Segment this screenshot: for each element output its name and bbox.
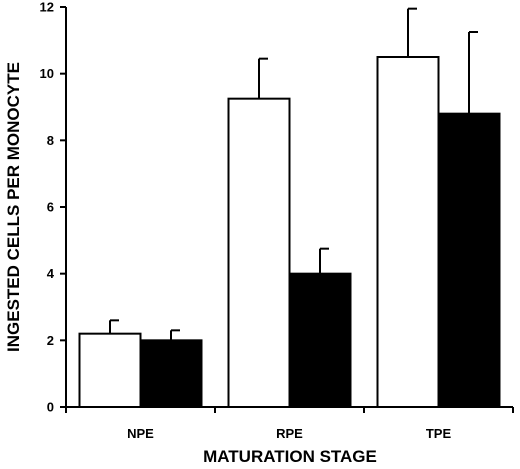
category-label-rpe: RPE <box>276 426 303 441</box>
bar-tpe-white <box>376 56 440 408</box>
category-label-tpe: TPE <box>426 426 452 441</box>
y-tick-label: 0 <box>47 400 54 415</box>
bars <box>78 56 501 409</box>
y-axis-title: INGESTED CELLS PER MONOCYTE <box>4 62 23 352</box>
y-tick-label: 4 <box>47 266 55 281</box>
bar-tpe-black <box>437 112 501 409</box>
bar-npe-black <box>139 339 203 409</box>
y-ticks: 0 2 4 6 8 10 12 <box>40 0 66 415</box>
category-labels: NPE RPE TPE <box>127 426 451 441</box>
x-axis-title: MATURATION STAGE <box>203 447 377 466</box>
y-axis: 0 2 4 6 8 10 12 <box>40 0 67 415</box>
bar-npe-white <box>78 332 142 408</box>
y-tick-label: 8 <box>47 133 54 148</box>
bar-rpe-black <box>288 272 352 408</box>
y-tick-label: 12 <box>40 0 54 15</box>
error-bars <box>109 7 478 341</box>
y-tick-label: 2 <box>47 333 54 348</box>
x-ticks <box>65 407 514 413</box>
bar-rpe-white <box>227 97 291 409</box>
y-tick-label: 6 <box>47 200 54 215</box>
y-tick-label: 10 <box>40 66 54 81</box>
category-label-npe: NPE <box>127 426 154 441</box>
